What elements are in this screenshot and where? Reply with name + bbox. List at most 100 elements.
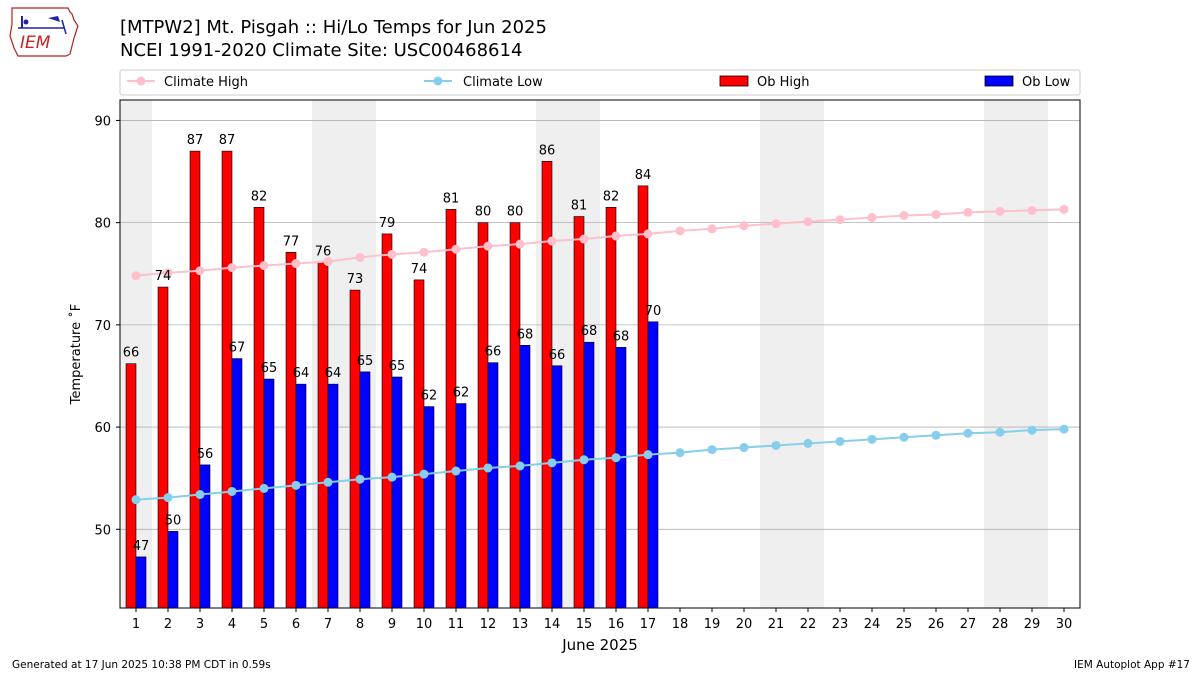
y-tick-label-90: 90 [94,114,111,129]
ob-high-bar-day-8 [349,289,361,609]
ob-low-label-day-16: 68 [613,329,630,344]
x-axis-label: June 2025 [561,636,638,654]
x-tick-label-8: 8 [356,617,364,632]
x-tick-label-30: 30 [1056,617,1073,632]
ob-low-bar-day-12 [487,362,499,609]
ob-high-label-day-6: 77 [283,234,300,249]
ob-low-label-day-10: 62 [421,389,438,404]
x-tick-label-1: 1 [132,617,140,632]
x-tick-label-5: 5 [260,617,268,632]
ob-low-label-day-17: 70 [645,304,662,319]
climate-high-point-day-5 [259,261,269,271]
ob-high-bar-day-12 [477,222,489,609]
x-tick-label-13: 13 [512,617,529,632]
x-tick-label-21: 21 [768,617,785,632]
y-tick-label-50: 50 [94,523,111,538]
climate-low-point-day-18 [675,448,685,458]
legend-climate-high-label: Climate High [164,75,248,90]
climate-low-point-day-30 [1059,424,1069,434]
ob-high-bar-day-3 [189,150,201,609]
climate-low-point-day-9 [387,472,397,482]
ob-high-label-day-17: 84 [635,168,652,183]
x-tick-label-23: 23 [832,617,849,632]
ob-high-bar-day-9 [381,233,393,609]
climate-low-point-day-11 [451,466,461,476]
legend-ob-low-swatch [984,75,1014,87]
climate-low-point-day-25 [899,432,909,442]
ob-high-label-day-3: 87 [187,133,204,148]
bar-value-labels: 66 74 87 87 82 77 76 73 79 74 81 80 80 86 81 82 84 47 50 56… [123,133,662,554]
climate-low-point-day-15 [579,455,589,465]
chart-title: [MTPW2] Mt. Pisgah :: Hi/Lo Temps for Ju… [120,17,547,38]
climate-high-point-day-25 [899,211,909,221]
x-tick-label-11: 11 [448,617,465,632]
ob-low-bar-day-4 [231,358,243,609]
ob-low-label-day-8: 65 [357,354,374,369]
footer-generated-text: Generated at 17 Jun 2025 10:38 PM CDT in… [12,659,271,671]
legend-ob-low-label: Ob Low [1022,75,1071,90]
legend-ob-high-swatch [719,75,749,87]
weekend-band-day-28 [984,100,1016,608]
ob-low-label-day-1: 47 [133,539,150,554]
x-tick-label-27: 27 [960,617,977,632]
x-tick-label-3: 3 [196,617,204,632]
x-tick-label-4: 4 [228,617,236,632]
climate-low-point-day-20 [739,443,749,453]
climate-low-point-day-21 [771,440,781,450]
legend-climate-high-marker [136,76,146,86]
climate-low-point-day-5 [259,483,269,493]
x-tick-label-29: 29 [1024,617,1041,632]
ob-high-bar-day-11 [445,209,457,609]
x-tick-label-15: 15 [576,617,593,632]
weekend-band-day-29 [1016,100,1048,608]
climate-high-point-day-22 [803,217,813,227]
chart-subtitle: NCEI 1991-2020 Climate Site: USC00468614 [120,40,523,61]
ob-low-bar-day-1 [135,556,147,609]
climate-high-point-day-23 [835,215,845,225]
climate-high-point-day-12 [483,241,493,251]
ob-low-label-day-4: 67 [229,341,246,356]
climate-low-point-day-26 [931,430,941,440]
x-tick-label-6: 6 [292,617,300,632]
ob-low-label-day-11: 62 [453,386,470,401]
ob-high-bar-day-15 [573,216,585,609]
climate-high-point-day-17 [643,229,653,239]
y-tick-label-60: 60 [94,421,111,436]
x-tick-label-14: 14 [544,617,561,632]
x-tick-label-12: 12 [480,617,497,632]
climate-high-point-day-14 [547,236,557,246]
climate-high-point-day-6 [291,259,301,269]
x-tick-label-25: 25 [896,617,913,632]
y-axis-label: Temperature ˚F [68,304,84,405]
climate-low-point-day-23 [835,436,845,446]
climate-high-point-day-30 [1059,204,1069,214]
climate-high-point-day-15 [579,234,589,244]
weekend-band-day-21 [760,100,792,608]
weekend-band-day-22 [792,100,824,608]
climate-low-point-day-4 [227,486,237,496]
climate-high-point-day-1 [131,271,141,281]
legend-climate-low-marker [433,76,443,86]
ob-high-bar-day-6 [285,251,297,609]
legend-frame [119,69,1081,96]
ob-low-bar-day-6 [295,383,307,609]
climate-high-point-day-29 [1027,205,1037,215]
legend-ob-high-label: Ob High [757,75,810,90]
ob-low-label-day-13: 68 [517,327,534,342]
ob-high-label-day-11: 81 [443,191,460,206]
ob-high-bar-day-7 [317,262,329,609]
legend-climate-low-label: Climate Low [463,75,543,90]
ob-high-label-day-2: 74 [155,269,172,284]
x-tick-label-17: 17 [640,617,657,632]
climate-high-point-day-16 [611,231,621,241]
ob-low-bar-day-7 [327,383,339,609]
climate-high-point-day-27 [963,207,973,217]
climate-low-point-day-13 [515,461,525,471]
ob-low-label-day-9: 65 [389,359,406,374]
climate-high-point-day-2 [163,268,173,278]
logo-text: IEM [20,33,51,53]
climate-low-point-day-17 [643,450,653,460]
ob-low-bar-day-16 [615,347,627,609]
climate-low-point-day-10 [419,469,429,479]
ob-low-bar-day-5 [263,378,275,609]
